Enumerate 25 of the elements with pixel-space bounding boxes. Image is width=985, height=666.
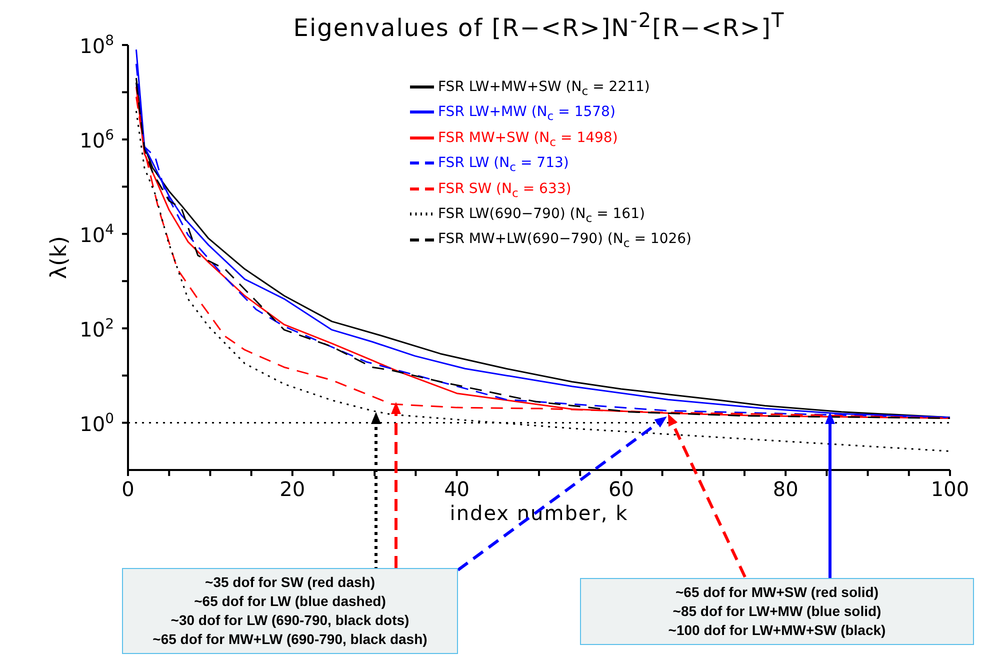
legend-label: FSR MW+SW (N$_{c}$ = 1498): [438, 130, 618, 148]
legend-label: FSR MW+LW(690−790) (N$_{c}$ = 1026): [438, 231, 692, 250]
x-tick-label: 100: [930, 477, 970, 501]
legend-label: FSR LW+MW (N$_{c}$ = 1578): [438, 104, 616, 123]
x-axis-title: index number, k: [450, 501, 628, 525]
y-tick-label: 10$^{4}$: [80, 222, 114, 247]
x-tick-label: 0: [122, 477, 134, 501]
text: ~100 dof for LW+MW+SW (black): [667, 621, 887, 640]
annotation: ~65 dof for MW+SW (red solid): [674, 583, 880, 602]
y-axis-title: λ(k): [46, 236, 72, 279]
y-tick-label: 10$^{6}$: [80, 127, 114, 152]
legend-label: FSR SW (N$_{c}$ = 633): [438, 180, 572, 200]
y-tick-label: 10$^{2}$: [80, 316, 114, 342]
legend-label: FSR LW(690−790) (N$_{c}$ = 161): [438, 206, 645, 225]
legend-label: FSR LW+MW+SW (N$_{c}$ = 2211): [438, 78, 650, 98]
y-tick-label: 10$^{8}$: [80, 33, 114, 58]
y-tick-label: 10$^{0}$: [80, 410, 114, 436]
text: ~35 dof for SW (red dash) ~65 dof for LW (blue dashed) ~30 dof for LW (690-790, black dots) ~65 dof for MW+LW (690-790, black dash): [152, 573, 428, 649]
x-tick-label: 60: [608, 477, 634, 501]
legend-label: FSR LW (N$_{c}$ = 713): [438, 155, 569, 174]
x-tick-label: 40: [444, 477, 470, 501]
x-tick-label: 80: [772, 477, 798, 501]
text: ~85 dof for LW+MW (blue solid): [672, 602, 882, 621]
x-tick-label: 20: [280, 477, 306, 501]
chart-title: Eigenvalues of [R−<R>]N$^{-2}$[R−<R>]$^{T}$: [292, 8, 786, 42]
